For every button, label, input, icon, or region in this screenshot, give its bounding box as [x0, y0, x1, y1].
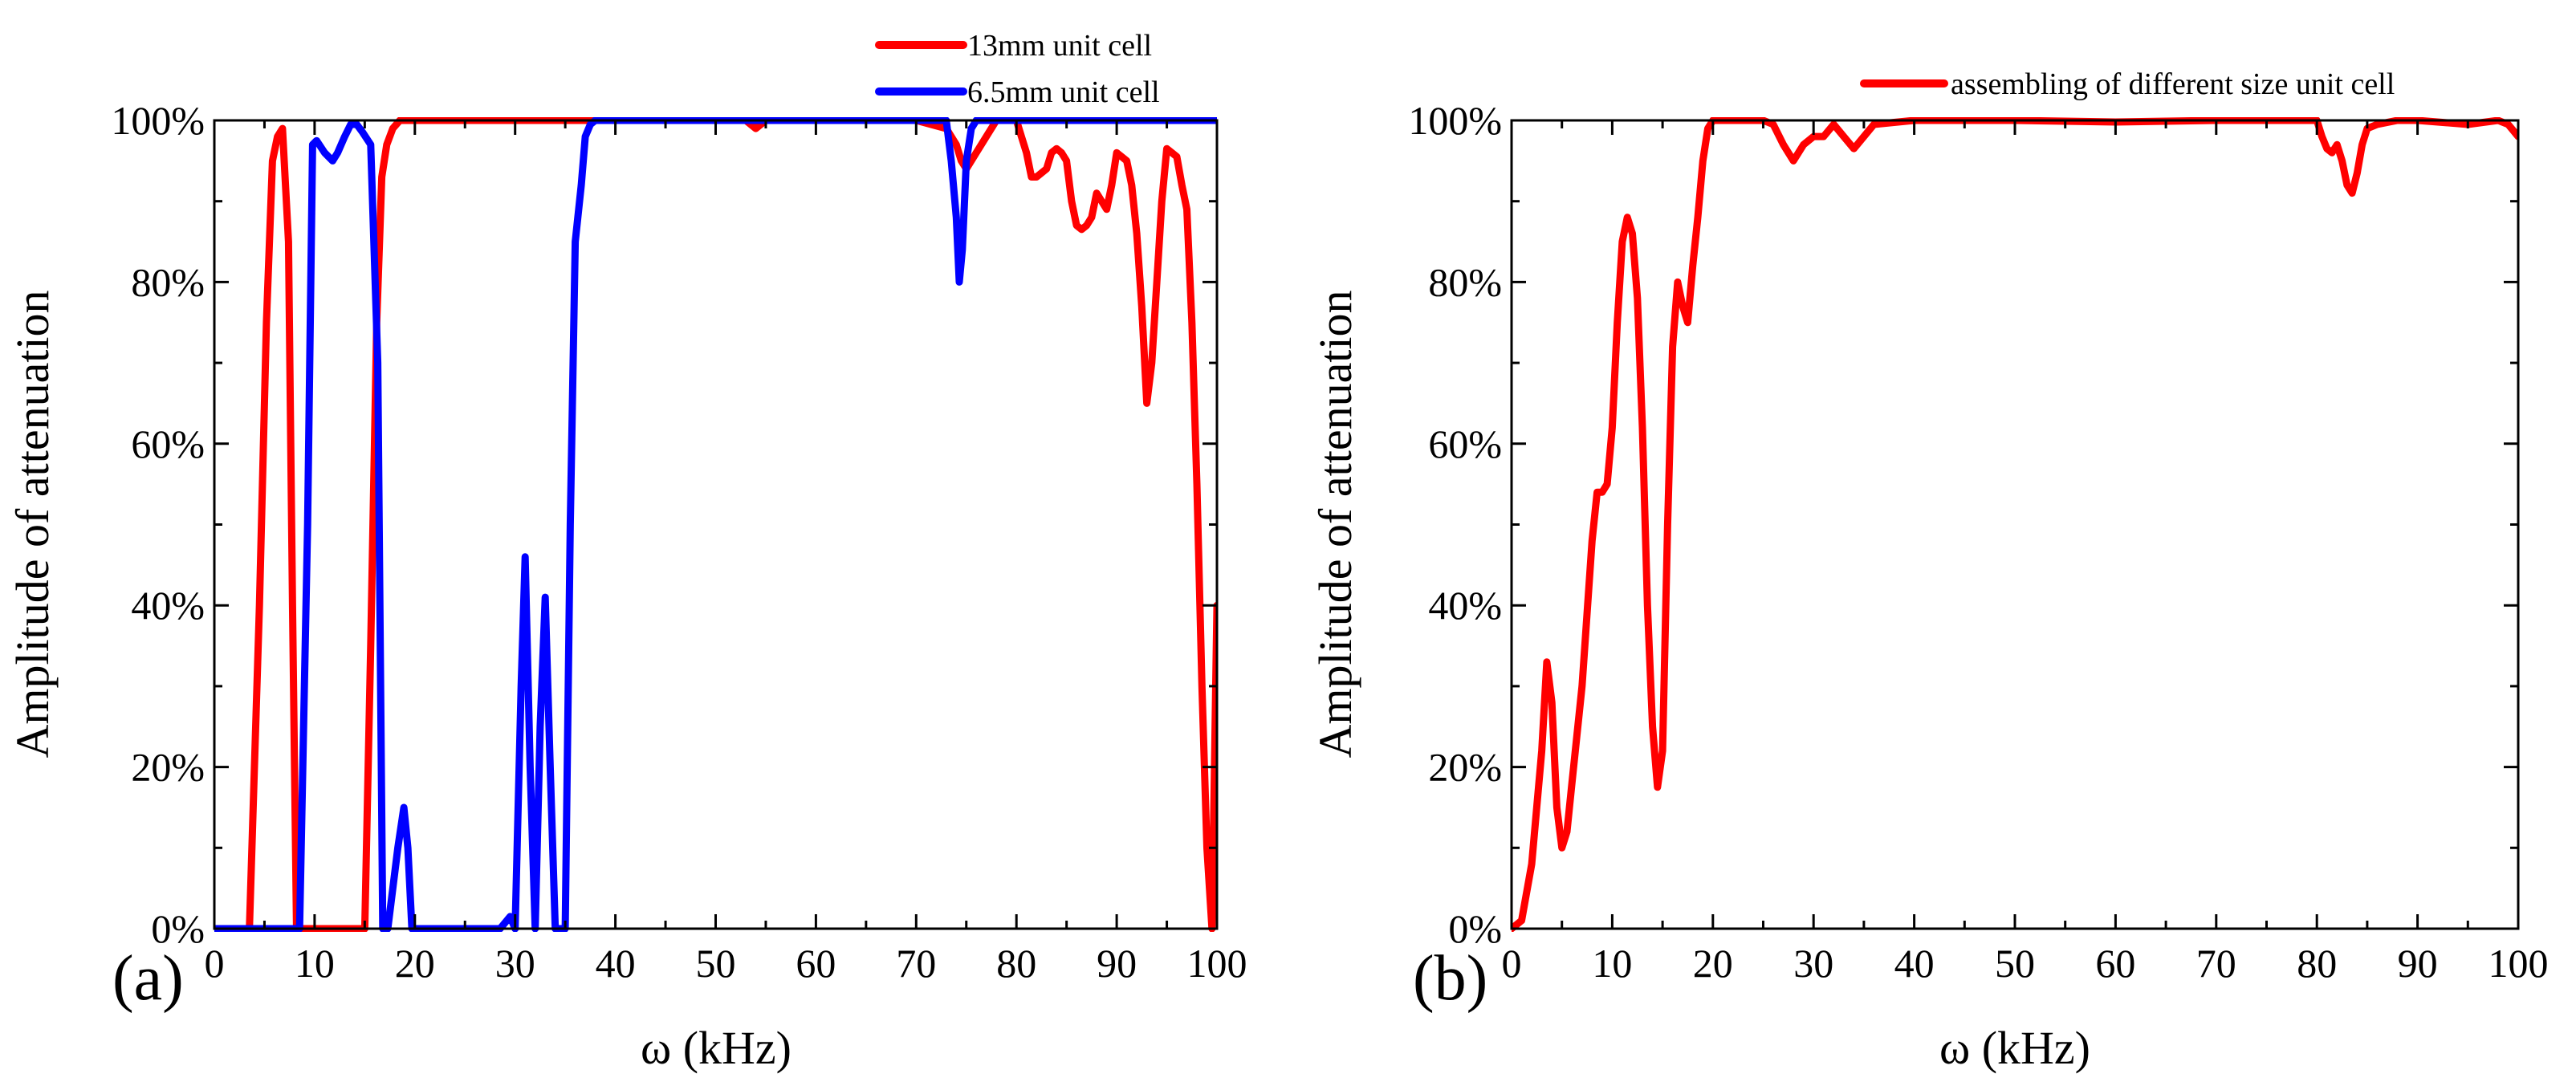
x-axis-title: ω (kHz): [1939, 1022, 2090, 1074]
panel-label: (b): [1413, 943, 1487, 1014]
y-tick-label: 20%: [1428, 745, 1502, 790]
x-tick-label: 80: [996, 941, 1036, 986]
x-tick-label: 0: [205, 941, 225, 986]
plot-frame: [1510, 119, 2520, 930]
x-tick-label: 40: [596, 941, 636, 986]
x-tick-label: 40: [1894, 941, 1935, 986]
y-tick-label: 80%: [1428, 259, 1502, 304]
legend-label: 13mm unit cell: [967, 29, 1152, 63]
legend-label: assembling of different size unit cell: [1951, 67, 2395, 101]
x-tick-label: 10: [1592, 941, 1632, 986]
y-tick-label: 40%: [1428, 583, 1502, 628]
y-tick-label: 80%: [131, 259, 205, 304]
x-tick-label: 30: [1793, 941, 1833, 986]
series-line-6-5mm-unit-cell: [214, 117, 1217, 932]
x-tick-label: 20: [1693, 941, 1733, 986]
x-tick-label: 50: [696, 941, 736, 986]
y-tick-label: 0%: [1448, 906, 1502, 951]
series-line-13mm-unit-cell: [214, 117, 1217, 932]
x-axis-title: ω (kHz): [641, 1022, 792, 1074]
y-tick-label: 0%: [151, 906, 205, 951]
y-tick-label: 60%: [131, 421, 205, 466]
x-tick-label: 90: [1097, 941, 1137, 986]
x-tick-label: 100: [1187, 941, 1247, 986]
y-axis-title: Amplitude of attenuation: [6, 290, 59, 758]
x-tick-label: 80: [2297, 941, 2337, 986]
x-tick-label: 60: [796, 941, 836, 986]
y-tick-label: 100%: [1408, 98, 1502, 143]
x-tick-label: 20: [395, 941, 435, 986]
y-tick-label: 20%: [131, 745, 205, 790]
y-tick-label: 100%: [111, 98, 205, 143]
x-tick-label: 30: [495, 941, 535, 986]
legend: 13mm unit cell 6.5mm unit cell: [875, 29, 1160, 109]
x-tick-label: 90: [2398, 941, 2438, 986]
x-tick-label: 60: [2095, 941, 2135, 986]
y-tick-label: 60%: [1428, 421, 1502, 466]
chart-panel-b: 0 10 20 30 40 50 60 70 80 90 100 0% 20% 40% 60% 80% 100%…: [1309, 67, 2549, 1074]
series-line-assembling-of-different-size-unit-cell: [1512, 117, 2518, 932]
legend-label: 6.5mm unit cell: [967, 75, 1160, 109]
chart-panel-a: 0 10 20 30 40 50 60 70 80 90 100 0% 20% 40% 60% 80% 100%…: [6, 29, 1247, 1074]
x-tick-label: 10: [295, 941, 335, 986]
legend: assembling of different size unit cell: [1860, 67, 2395, 101]
y-tick-label: 40%: [131, 583, 205, 628]
x-tick-label: 50: [1995, 941, 2035, 986]
panel-label: (a): [112, 943, 184, 1014]
y-axis-title: Amplitude of attenuation: [1309, 290, 1361, 758]
x-tick-label: 100: [2489, 941, 2549, 986]
x-tick-label: 0: [1502, 941, 1522, 986]
x-tick-label: 70: [896, 941, 936, 986]
x-tick-label: 70: [2196, 941, 2236, 986]
